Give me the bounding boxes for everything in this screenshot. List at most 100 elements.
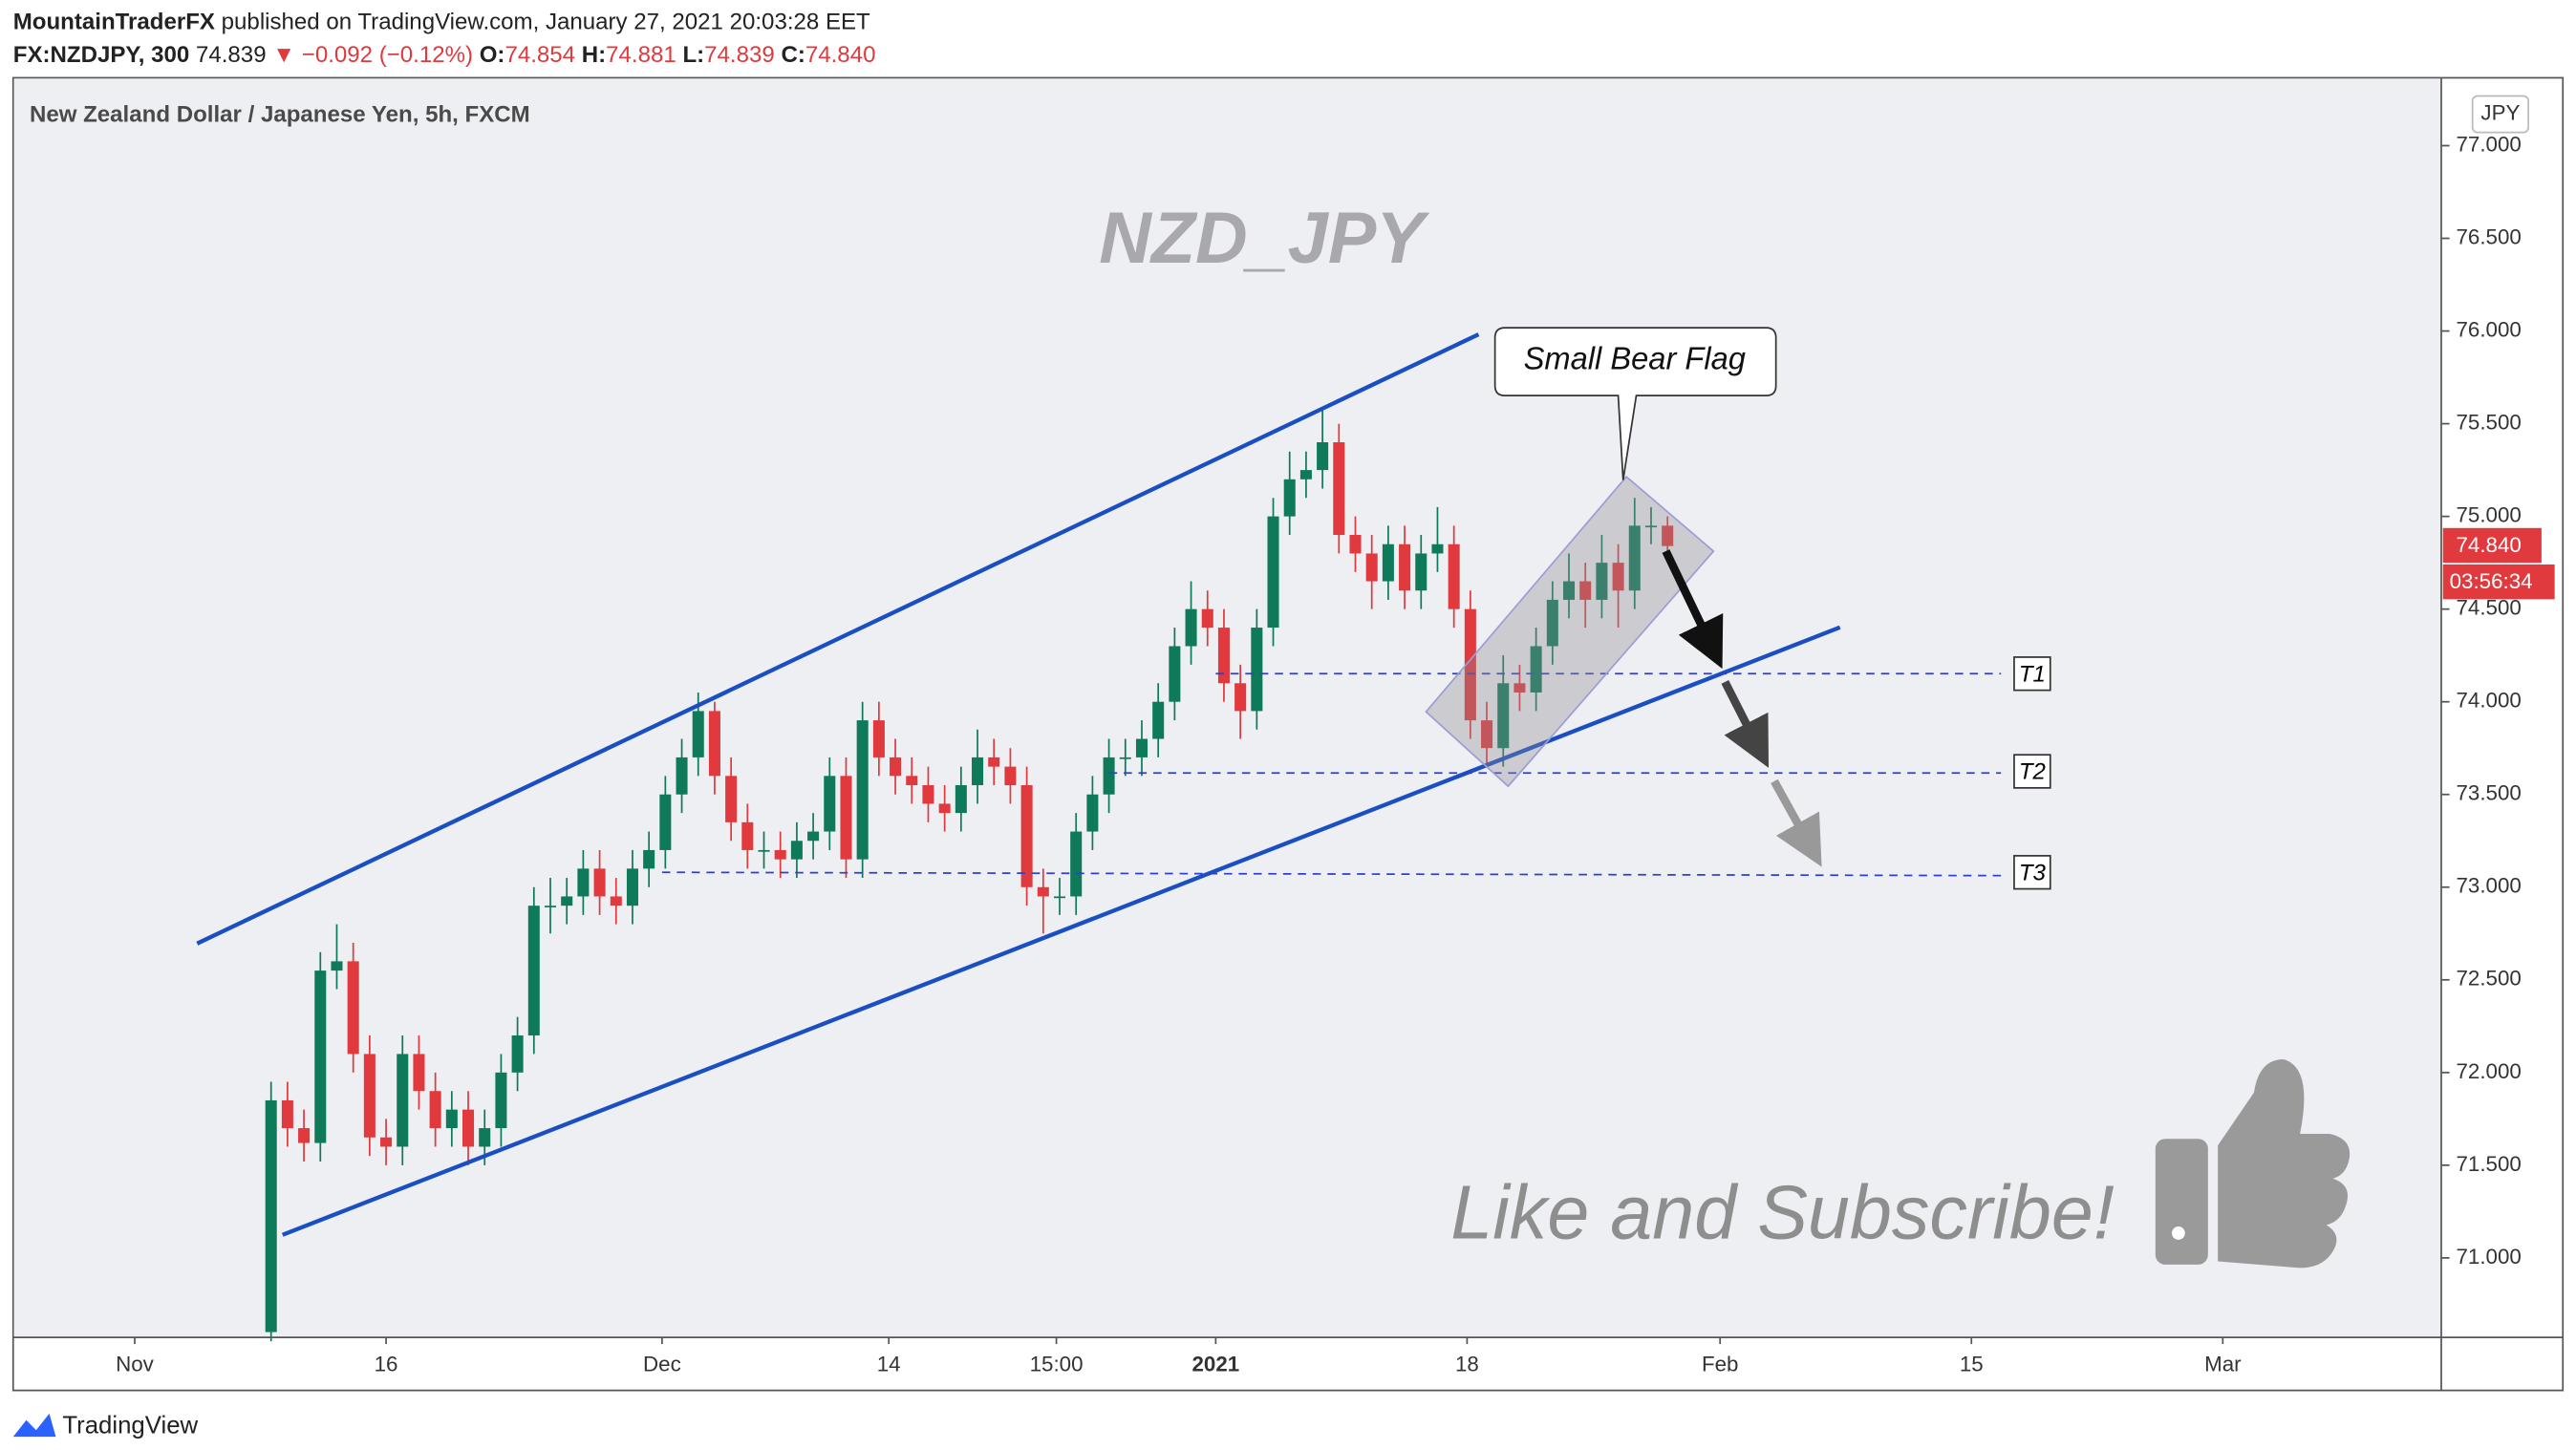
candle-body [445,1109,458,1129]
channel-lower [281,625,1841,1237]
currency: JPY [2480,100,2520,124]
candle-body [790,841,803,860]
y-tick-label: 77.000 [2456,132,2521,156]
candle-body [1513,683,1526,693]
channel-upper [196,332,1480,946]
target-box [2013,754,2051,789]
ohlc-label: H: [582,42,606,68]
author: MountainTraderFX [13,10,215,35]
y-tick-label: 76.500 [2456,224,2521,248]
candle-body [1365,553,1378,582]
candle-body [281,1099,293,1129]
y-tick-label: 71.000 [2456,1245,2521,1269]
candle-body [708,711,720,777]
candle-body [1497,683,1510,749]
arrow [1721,679,1770,768]
candles [265,409,1674,1342]
candle-body [1086,794,1099,832]
candle-body [397,1054,409,1147]
candle-body [1283,479,1296,517]
x-tick-label: 16 [375,1352,398,1375]
watermark: NZD_JPY [1099,198,1430,279]
candle-body [429,1091,441,1129]
candle-body [807,831,820,842]
candle-body [544,906,557,907]
y-tick-label: 71.500 [2456,1152,2521,1176]
y-tick-label: 75.000 [2456,502,2521,526]
candle-body [1103,757,1115,795]
candle-body [659,794,672,850]
candle-body [265,1099,277,1333]
candle-body [462,1109,475,1147]
y-tick-label: 72.500 [2456,967,2521,991]
cta: Like and Subscribe! [1450,1169,2114,1254]
ohlc-value: 74.881 [606,42,676,68]
candle-body [561,896,573,906]
candle-body [1612,563,1624,591]
target-box [2013,855,2051,890]
candle-body [741,821,754,850]
candle-body [1562,581,1576,600]
candle-body [1546,599,1558,647]
x-tick-label: Feb [1702,1352,1738,1375]
candle-body [1053,896,1066,899]
symbol: FX:NZDJPY, 300 [13,42,190,68]
candle-body [363,1054,376,1138]
candle-body [527,906,540,1036]
x-tick-label: Nov [116,1352,155,1375]
last-price-box [2442,527,2542,564]
candle-body [1579,581,1592,600]
x-tick-label: Mar [2204,1352,2242,1375]
candle-body [1037,886,1049,897]
candle-body [347,961,359,1055]
y-tick-label: 76.000 [2456,317,2521,341]
thumb-icon [2155,1059,2351,1269]
countdown-box [2442,564,2555,600]
x-tick-label: 15 [1960,1352,1984,1375]
x-tick-label: 2021 [1191,1352,1239,1375]
candle-body [593,868,606,897]
candle-body [1169,646,1181,702]
candle-body [1333,441,1345,536]
y-tick-label: 72.000 [2456,1059,2521,1083]
target-label: T1 [2019,661,2046,687]
y-tick-label: 73.000 [2456,874,2521,898]
candle-body [380,1137,393,1147]
candle-body [906,776,918,786]
candle-body [1135,738,1148,757]
candle-body [1152,701,1165,739]
y-tick-label: 75.500 [2456,410,2521,434]
candle-body [1431,544,1444,554]
candle-body [1349,535,1362,554]
candle-body [972,757,984,786]
currency-box[interactable] [2471,95,2529,134]
candle-body [955,785,967,814]
brand[interactable]: TradingView [62,1413,198,1439]
candle-body [1317,441,1329,471]
target-box [2013,656,2051,692]
candle-body [626,868,638,906]
arrow [1662,549,1724,670]
candle-body [479,1128,491,1147]
candle-body [1267,516,1279,629]
candle-body [413,1054,425,1092]
candle-body [725,776,738,822]
y-tick-label: 74.000 [2456,689,2521,713]
ohlc-label: L: [682,42,704,68]
candle-body [1201,608,1213,629]
candle-body [1185,608,1197,647]
x-tick-label: 15:00 [1030,1352,1084,1375]
x-tick-label: Dec [643,1352,681,1375]
candle-body [298,1128,311,1143]
candle-body [1481,720,1493,749]
candle-body [577,868,590,897]
candle-body [1662,525,1674,546]
y-tick-label: 74.500 [2456,596,2521,620]
candle-body [643,849,655,869]
arrow [1771,778,1822,867]
ohlc-label: O: [480,42,505,68]
x-tick-label: 18 [1455,1352,1479,1375]
ohlc-value: 74.839 [704,42,775,68]
flag-box [1425,475,1715,788]
